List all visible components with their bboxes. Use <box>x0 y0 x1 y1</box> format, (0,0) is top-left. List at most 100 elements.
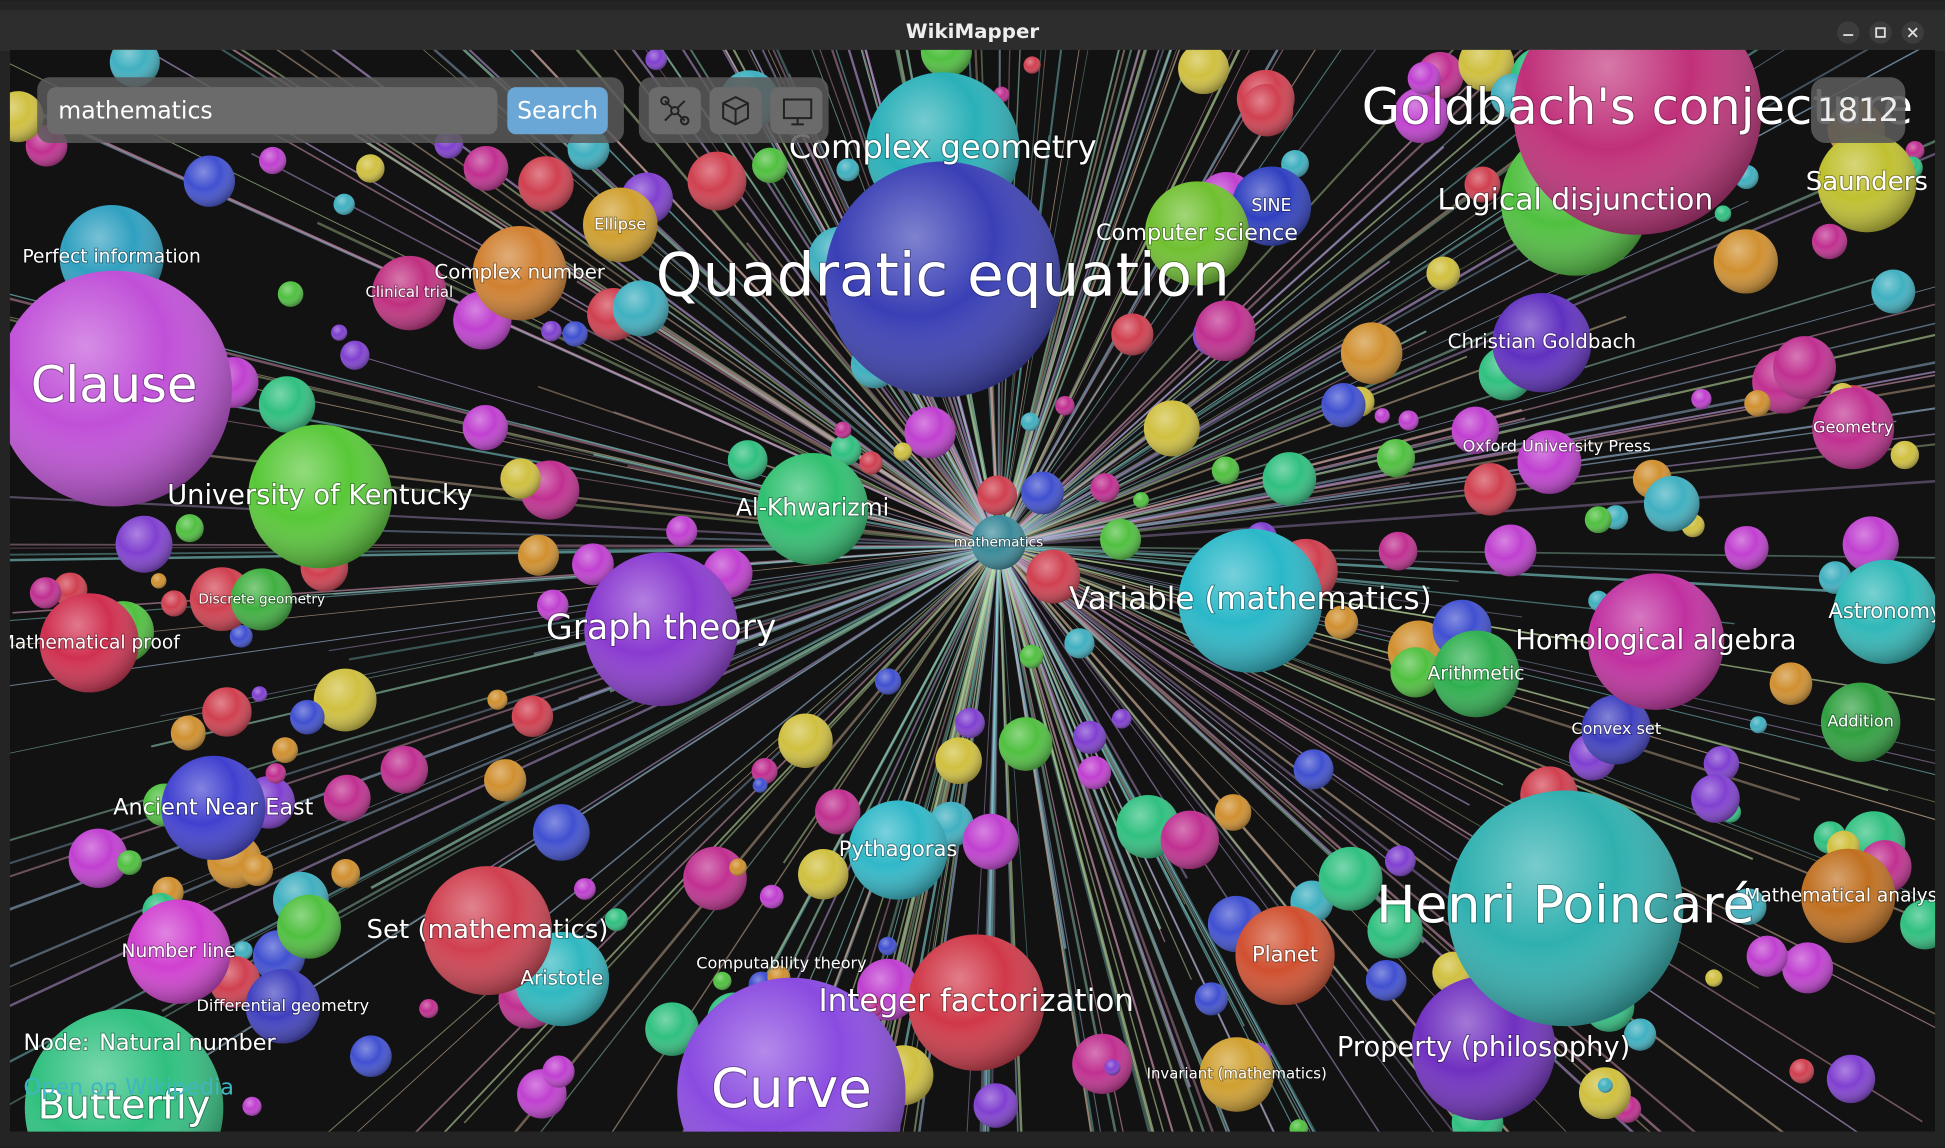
edge <box>611 545 1000 1132</box>
node-label[interactable]: Computability theory <box>695 953 868 974</box>
minor-node-shade <box>920 49 972 78</box>
minor-node-shade <box>259 146 287 175</box>
node-label[interactable]: Graph theory <box>545 607 777 649</box>
minor-node-shade <box>1597 1077 1613 1093</box>
edge <box>998 545 1434 1132</box>
minor-node-shade <box>1746 935 1788 977</box>
search-button[interactable] <box>507 87 608 135</box>
node-label[interactable]: Clinical trial <box>365 282 455 302</box>
node-label[interactable]: Perfect information <box>22 246 202 269</box>
node-label[interactable]: Planet <box>1251 941 1319 968</box>
edge <box>865 545 1000 1132</box>
node-label[interactable]: Astronomy <box>1828 597 1942 624</box>
minor-node-shade <box>463 145 509 191</box>
node-label[interactable]: Oxford University Press <box>1462 435 1652 456</box>
node-label[interactable]: Al-Khwarizmi <box>735 492 890 522</box>
node-label[interactable]: Logical disjunction <box>1437 182 1715 219</box>
node-label[interactable]: Christian Goldbach <box>1447 329 1637 354</box>
graph-icon-node <box>670 105 680 116</box>
edge <box>998 433 1936 547</box>
node-label[interactable]: Arithmetic <box>1427 662 1526 685</box>
node-label[interactable]: Convex set <box>1570 718 1662 739</box>
minor-node-shade <box>175 514 204 543</box>
minor-node-shade <box>117 850 142 875</box>
minor-node-shade <box>1340 322 1403 384</box>
node-label[interactable]: Addition <box>1826 711 1894 732</box>
minor-node-shade <box>904 406 956 459</box>
node-label[interactable]: Geometry <box>1812 417 1895 438</box>
minor-node-shade <box>759 884 784 909</box>
node-sphere-shade <box>1447 790 1684 1027</box>
node-label[interactable]: SINE <box>1250 195 1292 217</box>
node-label[interactable]: Invariant (mathematics) <box>1146 1064 1328 1084</box>
node-label[interactable]: Henri Poincaré <box>1375 874 1755 936</box>
node-label[interactable]: Ellipse <box>593 213 647 234</box>
minor-node-shade <box>1293 749 1334 790</box>
minor-node-shade <box>1211 456 1240 485</box>
node-label[interactable]: Integer factorization <box>818 982 1135 1020</box>
edge <box>9 545 999 687</box>
node-sphere-shade <box>1801 848 1896 944</box>
minor-node-shade <box>1749 716 1767 734</box>
edge <box>9 495 999 548</box>
node-sphere-shade <box>583 187 658 263</box>
edge <box>153 545 999 898</box>
minor-node-shade <box>836 158 860 182</box>
node-sphere-shade <box>230 568 293 631</box>
node-label[interactable]: Variable (mathematics) <box>1068 580 1433 618</box>
minor-node-shade <box>666 515 698 547</box>
edge <box>473 429 999 547</box>
minor-node-shade <box>1724 525 1769 571</box>
edge <box>997 545 1155 1132</box>
minor-node-shade <box>1324 605 1359 640</box>
minor-node-shade <box>1023 56 1041 74</box>
minor-node-shade <box>1398 410 1419 431</box>
node-label[interactable]: Saunders <box>1805 166 1929 198</box>
screen-mode-button[interactable] <box>770 87 823 135</box>
maximize-button[interactable] <box>1869 21 1892 44</box>
node-label[interactable]: Mathematical proof <box>0 631 181 654</box>
node-label[interactable]: Homological algebra <box>1514 624 1797 657</box>
node-label[interactable]: Discrete geometry <box>197 590 326 608</box>
node-label[interactable]: Property (philosophy) <box>1336 1031 1631 1064</box>
edge <box>9 545 999 878</box>
node-label[interactable]: Differential geometry <box>196 995 371 1016</box>
node-label[interactable]: Complex geometry <box>788 127 1098 167</box>
minor-node-shade <box>878 936 897 956</box>
edge <box>997 49 1377 547</box>
minimize-button[interactable] <box>1837 21 1860 44</box>
minor-node-shade <box>751 758 778 785</box>
node-sphere-shade <box>126 899 231 1004</box>
edge <box>9 431 999 548</box>
minor-node-shade <box>1744 390 1771 417</box>
node-label[interactable]: Butterfly <box>37 1082 212 1130</box>
node-sphere-shade <box>1231 166 1312 246</box>
minor-node-shade <box>241 854 274 887</box>
node-label[interactable]: Aristotle <box>520 966 605 991</box>
edge <box>998 545 1297 1132</box>
node-label[interactable]: Ancient Near East <box>112 793 314 821</box>
node-label[interactable]: Mathematical analysis <box>1743 884 1945 907</box>
node-label[interactable]: Computer science <box>1095 219 1299 247</box>
node-label[interactable]: Curve <box>710 1055 873 1121</box>
node-label[interactable]: Clause <box>30 355 199 415</box>
minor-node-shade <box>532 804 590 861</box>
search-input[interactable] <box>47 87 498 135</box>
node-label[interactable]: University of Kentucky <box>166 479 474 512</box>
node-label[interactable]: Number line <box>121 940 237 963</box>
node-label[interactable]: Quadratic equation <box>655 241 1231 312</box>
edge <box>857 545 999 1132</box>
node-label[interactable]: mathematics <box>953 533 1044 551</box>
edge <box>997 545 1214 1132</box>
minor-node-shade <box>356 154 385 183</box>
minor-node-shade <box>1262 452 1317 506</box>
minor-node-shade <box>1026 549 1081 604</box>
minor-node-shade <box>1160 810 1219 870</box>
node-label[interactable]: Set (mathematics) <box>366 914 610 946</box>
node-sphere-shade <box>248 424 392 569</box>
wikipedia-link[interactable]: Open on Wikipedia <box>24 1075 234 1101</box>
minor-node-shade <box>272 737 298 764</box>
node-label[interactable]: Complex number <box>433 260 606 285</box>
node-label[interactable]: Pythagoras <box>838 835 958 862</box>
